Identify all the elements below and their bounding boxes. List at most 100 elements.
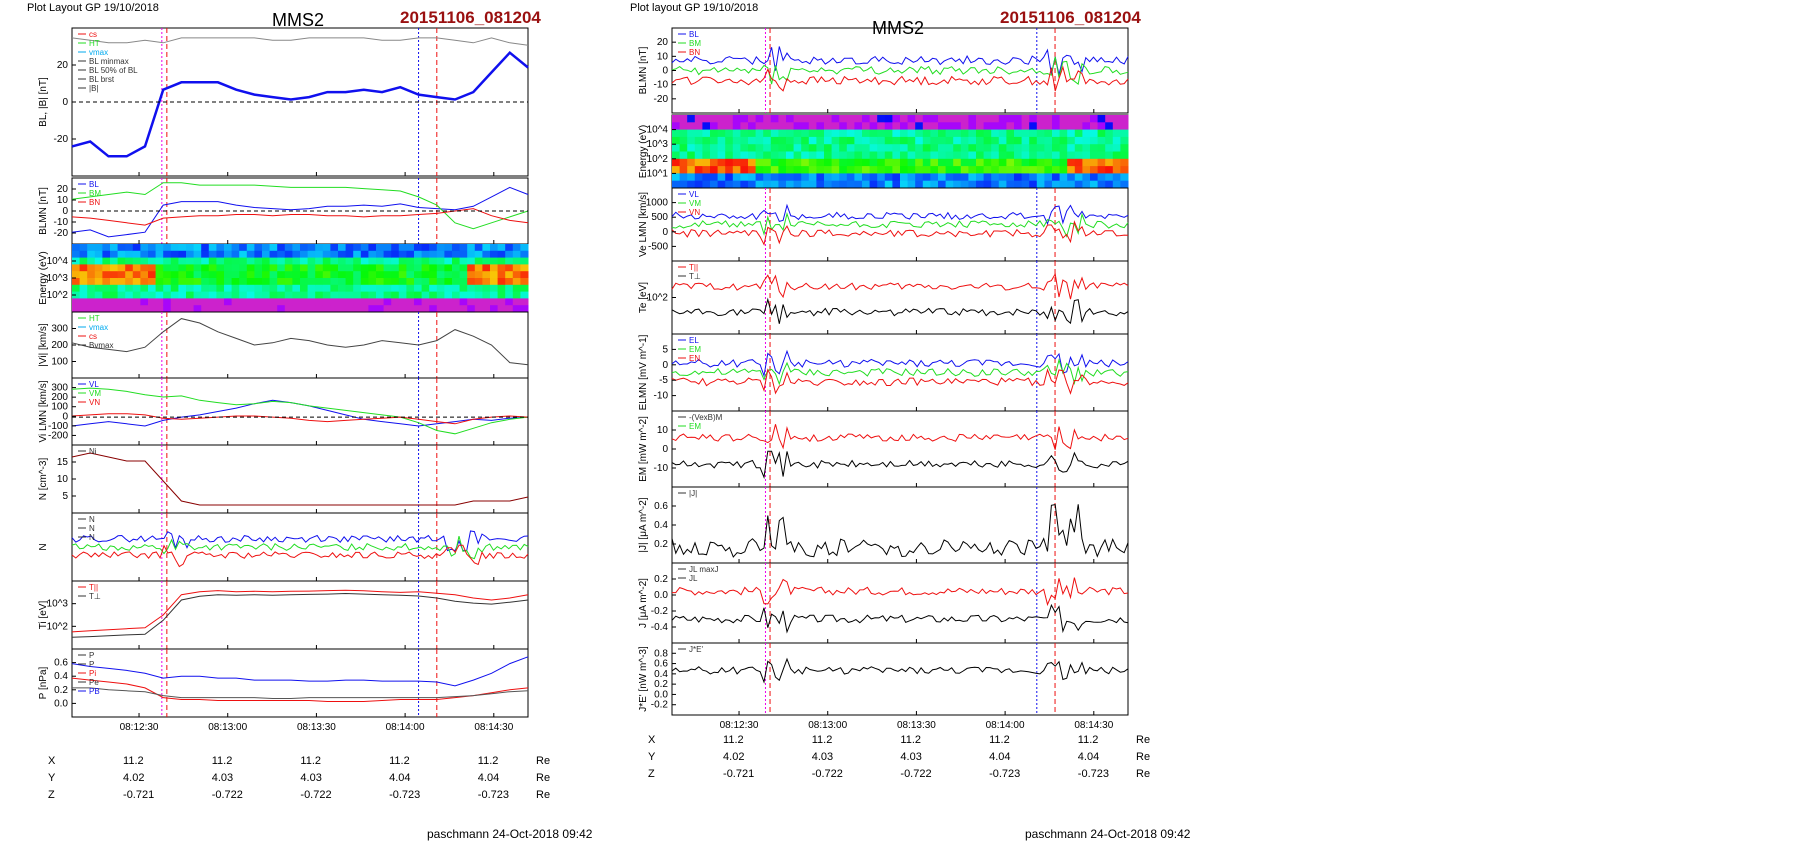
spectrogram-cell	[1006, 158, 1015, 167]
spectrogram-cell	[512, 305, 521, 313]
spectrogram-cell	[945, 180, 954, 189]
y-tick-label: 0.0	[654, 590, 668, 601]
spectrogram-cell	[353, 264, 362, 272]
spectrogram-cell	[1082, 158, 1091, 167]
spectrogram-cell	[900, 180, 909, 189]
spectrogram-cell	[246, 305, 255, 313]
spectrogram-cell	[315, 250, 324, 259]
spectrogram-cell	[505, 278, 514, 286]
spectrogram-cell	[953, 122, 962, 131]
spectrogram-cell	[94, 271, 103, 279]
spectrogram-cell	[322, 250, 331, 259]
ephemeris-unit: Re	[1136, 751, 1151, 763]
spectrogram-cell	[216, 244, 225, 252]
spectrogram-cell	[884, 173, 893, 182]
spectrogram-cell	[178, 278, 187, 286]
spectrogram-cell	[922, 129, 931, 138]
spectrogram-cell	[1090, 129, 1099, 138]
spectrogram-cell	[140, 298, 149, 306]
spectrogram-cell	[383, 257, 392, 265]
spectrogram-cell	[345, 250, 354, 259]
spectrogram-cell	[1120, 129, 1129, 138]
spectrogram-cell	[421, 244, 430, 252]
series-line	[671, 349, 1129, 378]
spectrogram-cell	[976, 144, 985, 152]
spectrogram-cell	[360, 305, 369, 313]
spectrogram-cell	[778, 136, 787, 145]
legend-label: VL	[689, 190, 699, 199]
spectrogram-cell	[900, 144, 909, 152]
spectrogram-cell	[208, 278, 217, 286]
spectrogram-cell	[292, 291, 301, 299]
spectrogram-cell	[740, 166, 749, 174]
spectrogram-cell	[72, 298, 81, 306]
spectrogram-cell	[186, 298, 195, 306]
y-tick-label: 0.0	[54, 698, 68, 709]
spectrogram-cell	[520, 257, 529, 265]
spectrogram-cell	[239, 298, 248, 306]
spectrogram-cell	[254, 250, 263, 259]
spectrogram-cell	[938, 115, 947, 123]
spectrogram-cell	[178, 257, 187, 265]
spectrogram-cell	[748, 166, 757, 174]
legend-label: vmax	[89, 48, 108, 57]
spectrogram-cell	[376, 305, 385, 313]
ephemeris-value: -0.723	[477, 789, 509, 801]
spectrogram-cell	[930, 166, 939, 174]
spectrogram-cell	[1021, 173, 1030, 182]
spectrogram-cell	[786, 129, 795, 138]
spectrogram-cell	[1044, 151, 1053, 160]
spectrogram-cell	[846, 173, 855, 182]
spectrogram-cell	[694, 151, 703, 160]
spectrogram-cell	[512, 278, 521, 286]
spectrogram-cell	[520, 298, 529, 306]
spectrogram-cell	[155, 271, 164, 279]
spectrogram-cell	[345, 284, 354, 293]
spectrogram-cell	[292, 278, 301, 286]
spectrogram-cell	[474, 250, 483, 259]
legend-label: BM	[89, 189, 101, 198]
spectrogram-cell	[1105, 166, 1114, 174]
spectrogram-cell	[824, 129, 833, 138]
legend-label: JL maxJ	[689, 565, 719, 574]
spectrogram-cell	[284, 264, 293, 272]
spectrogram-cell	[907, 122, 916, 131]
spectrogram-cell	[482, 244, 491, 252]
spectrogram-cell	[110, 278, 119, 286]
spectrogram-cell	[740, 180, 749, 189]
spectrogram-cell	[452, 284, 461, 293]
spectrogram-cell	[186, 264, 195, 272]
legend-label: JL	[689, 574, 698, 583]
spectrogram-cell	[269, 284, 278, 293]
spectrogram-cell	[710, 158, 719, 167]
spectrogram-cell	[262, 284, 271, 293]
y-tick-label: 5	[62, 491, 68, 502]
spectrogram-cell	[854, 173, 863, 182]
spectrogram-cell	[444, 244, 453, 252]
spectrogram-cell	[793, 173, 802, 182]
spectrogram-cell	[459, 244, 468, 252]
spectrogram-cell	[284, 257, 293, 265]
spectrogram-cell	[930, 129, 939, 138]
spectrogram-cell	[968, 115, 977, 123]
series-line	[671, 65, 1129, 92]
spectrogram-cell	[1006, 144, 1015, 152]
y-tick-label: 10	[57, 474, 69, 485]
spectrogram-cell	[1029, 144, 1038, 152]
spectrogram-cell	[398, 298, 407, 306]
spectrogram-cell	[1120, 144, 1129, 152]
spectrogram-cell	[307, 298, 316, 306]
spectrogram-cell	[322, 244, 331, 252]
spectrogram-cell	[429, 298, 438, 306]
spectrogram-cell	[953, 144, 962, 152]
spectrogram-cell	[193, 298, 202, 306]
series-line	[71, 37, 529, 46]
spectrogram-cell	[778, 115, 787, 123]
spectrogram-cell	[770, 136, 779, 145]
y-tick-label: 10^4	[647, 125, 669, 136]
y-tick-label: 10^2	[47, 290, 69, 301]
spectrogram-cell	[877, 173, 886, 182]
left-footer: paschmann 24-Oct-2018 09:42	[427, 827, 593, 841]
spectrogram-cell	[694, 158, 703, 167]
spectrogram-cell	[300, 264, 309, 272]
